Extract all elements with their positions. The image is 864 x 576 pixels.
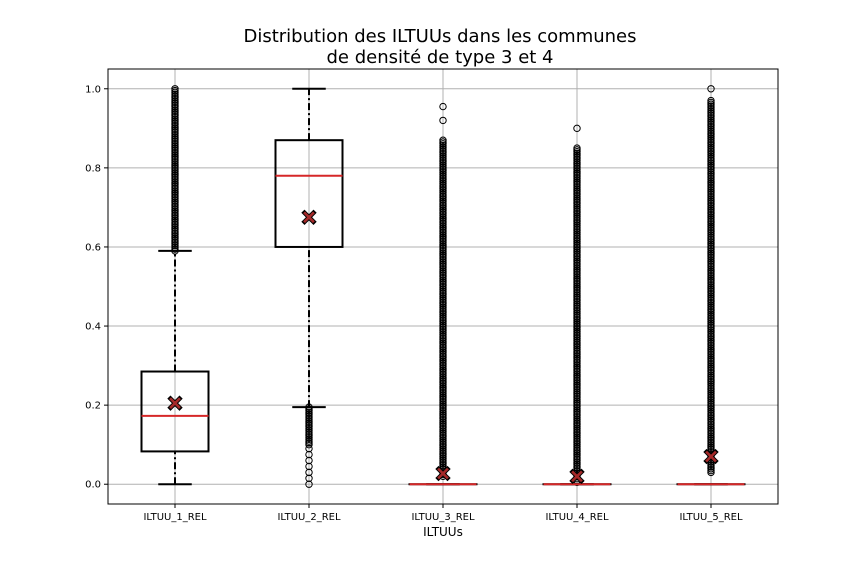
x-tick-label: ILTUU_4_REL xyxy=(545,512,609,523)
y-tick-label: 0.2 xyxy=(85,401,101,412)
y-tick-label: 0.6 xyxy=(85,242,101,253)
y-tick-label: 0.0 xyxy=(85,480,101,491)
mean-marker xyxy=(705,450,717,463)
box-group-ILTUU_2_REL xyxy=(274,87,344,488)
outlier-point xyxy=(305,444,313,453)
axes: 0.0 0.2 0.4 0.6 0.8 1.0 ILTUU_1_REL ILTUU_2_REL… xyxy=(85,84,743,523)
x-tick-label: ILTUU_1_REL xyxy=(143,512,207,523)
chart-title-line-2: de densité de type 3 et 4 xyxy=(327,47,554,68)
outlier-point xyxy=(707,96,715,105)
x-tick-label: ILTUU_2_REL xyxy=(277,512,341,523)
y-tick-label: 0.8 xyxy=(85,163,101,174)
outlier-point xyxy=(573,144,581,152)
mean-marker xyxy=(169,397,181,409)
box-group-ILTUU_4_REL xyxy=(542,124,612,486)
outlier-point xyxy=(439,136,447,144)
mean-marker xyxy=(437,467,449,480)
box-group-ILTUU_5_REL xyxy=(676,85,746,486)
y-tick-label: 0.4 xyxy=(85,322,101,333)
mean-marker xyxy=(571,470,583,483)
outlier-point xyxy=(439,116,447,125)
box-iqr xyxy=(274,139,344,248)
box-group-ILTUU_3_REL xyxy=(408,102,478,486)
x-tick-label: ILTUU_3_REL xyxy=(411,512,475,523)
box-iqr xyxy=(140,370,210,453)
y-tick-label: 1.0 xyxy=(85,84,101,95)
mean-marker xyxy=(303,211,315,224)
x-tick-label: ILTUU_5_REL xyxy=(679,512,743,523)
box-group-ILTUU_1_REL xyxy=(140,85,210,486)
x-axis-label: ILTUUs xyxy=(423,525,463,539)
boxes xyxy=(140,85,746,488)
outlier-point xyxy=(171,85,179,93)
outlier-point xyxy=(707,85,715,93)
chart-title-line-1: Distribution des ILTUUs dans les commune… xyxy=(243,26,636,47)
outlier-point xyxy=(439,102,447,111)
outlier-point xyxy=(573,124,581,133)
